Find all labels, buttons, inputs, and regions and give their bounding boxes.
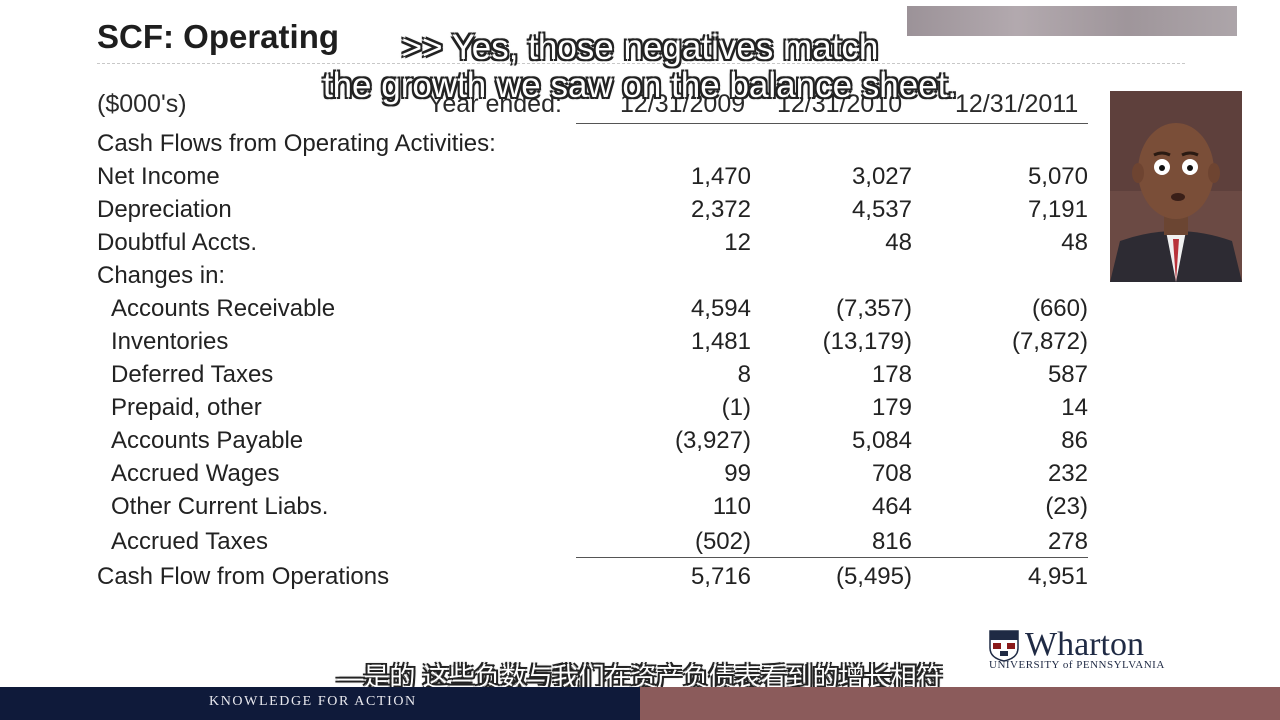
row-label: Accounts Payable [111,427,304,454]
total-underline [576,557,1088,558]
presenter-illustration [1110,91,1242,282]
row-label: Changes in: [97,262,226,289]
table-row: Prepaid, other (1) 179 14 [0,394,1280,426]
cell-2011: 278 [1047,528,1088,555]
cell-2011: (7,872) [1011,328,1088,355]
cell-2009: 1,481 [690,328,751,355]
caption-line-1: >> Yes, those negatives match [401,28,879,67]
cell-2010: 5,084 [851,427,912,454]
shield-icon [989,630,1019,662]
cell-2011: 5,070 [1027,163,1088,190]
table-row: Other Current Liabs. 110 464 (23) [0,493,1280,525]
table-row: Inventories 1,481 (13,179) (7,872) [0,328,1280,360]
row-label: Accrued Taxes [111,528,268,555]
table-row: Deferred Taxes 8 178 587 [0,361,1280,393]
cell-2011: 86 [1061,427,1088,454]
cell-2009: (3,927) [674,427,751,454]
cell-2010: 708 [871,460,912,487]
column-header-2011: 12/31/2011 [955,90,1079,118]
cell-2011: 48 [1061,229,1088,256]
total-2010: (5,495) [835,563,912,590]
cell-2009: 110 [712,493,751,520]
cell-2009: 2,372 [690,196,751,223]
logo-wordmark: Wharton [1025,626,1144,663]
cell-2010: 816 [871,528,912,555]
cell-2010: 48 [885,229,912,256]
cell-2010: 464 [871,493,912,520]
cell-2009: 1,470 [690,163,751,190]
table-row: Accrued Wages 99 708 232 [0,460,1280,492]
cell-2009: 12 [724,229,751,256]
cell-2009: 8 [737,361,751,388]
total-2009: 5,716 [690,563,751,590]
cell-2010: 4,537 [851,196,912,223]
column-header-2009: 12/31/2009 [620,90,746,118]
cell-2009: (502) [694,528,751,555]
slide-title: SCF: Operating [97,18,340,55]
table-row: Doubtful Accts. 12 48 48 [0,229,1280,261]
logo-subtitle: UNIVERSITY of PENNSYLVANIA [989,659,1165,671]
cell-2011: 7,191 [1027,196,1088,223]
header-underline [576,123,1088,124]
row-label: Prepaid, other [111,394,262,421]
row-label: Net Income [97,163,220,190]
total-label: Cash Flow from Operations [97,563,390,590]
total-row: Cash Flow from Operations 5,716 (5,495) … [0,563,1280,595]
cell-2009: 99 [724,460,751,487]
table-row: Accounts Payable (3,927) 5,084 86 [0,427,1280,459]
row-label: Inventories [111,328,229,355]
wharton-logo: Wharton UNIVERSITY of PENNSYLVANIA [987,626,1192,672]
table-row: Depreciation 2,372 4,537 7,191 [0,196,1280,228]
section-row: Cash Flows from Operating Activities: [0,130,1280,162]
cell-2011: (23) [1045,493,1088,520]
cell-2010: 3,027 [851,163,912,190]
table-row: Accounts Receivable 4,594 (7,357) (660) [0,295,1280,327]
cell-2011: 587 [1047,361,1088,388]
cell-2010: (13,179) [822,328,912,355]
presenter-avatar [1110,91,1242,282]
row-label: Accrued Wages [111,460,280,487]
table-row: Changes in: [0,262,1280,294]
units-label: ($000's) [97,90,187,118]
footer-tagline: KNOWLEDGE FOR ACTION [209,694,417,709]
cell-2011: (660) [1031,295,1088,322]
cell-2009: (1) [721,394,751,421]
row-label: Other Current Liabs. [111,493,329,520]
footer-bar-right [640,687,1280,720]
cell-2010: 179 [871,394,912,421]
row-label: Doubtful Accts. [97,229,258,256]
cell-2010: 178 [871,361,912,388]
table-row: Net Income 1,470 3,027 5,070 [0,163,1280,195]
blurred-overlay [907,6,1237,36]
section-label: Cash Flows from Operating Activities: [97,130,496,157]
total-2011: 4,951 [1027,563,1088,590]
year-ended-label: Year ended: [428,90,562,118]
cell-2011: 232 [1047,460,1088,487]
cell-2011: 14 [1061,394,1088,421]
footer-bar-left: KNOWLEDGE FOR ACTION [0,687,640,720]
table-row: Accrued Taxes (502) 816 278 [0,528,1280,560]
caption-line-2: the growth we saw on the balance sheet. [322,66,958,105]
column-header-2010: 12/31/2010 [777,90,903,118]
title-divider [97,63,1185,64]
row-label: Depreciation [97,196,232,223]
table-header: ($000's) Year ended: 12/31/2009 12/31/20… [0,90,1280,124]
row-label: Accounts Receivable [111,295,336,322]
row-label: Deferred Taxes [111,361,274,388]
cell-2009: 4,594 [690,295,751,322]
cell-2010: (7,357) [835,295,912,322]
